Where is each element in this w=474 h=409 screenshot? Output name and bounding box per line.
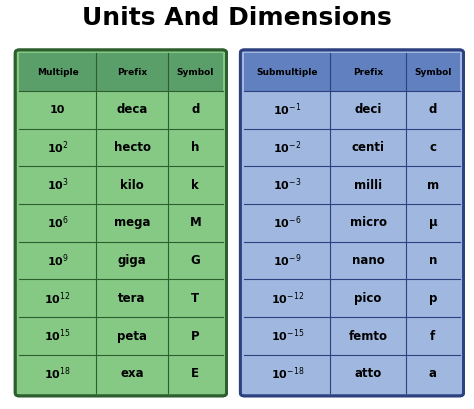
Text: f: f <box>430 330 436 343</box>
Text: kilo: kilo <box>120 179 144 192</box>
Text: 10$^{6}$: 10$^{6}$ <box>47 215 69 231</box>
Text: Units And Dimensions: Units And Dimensions <box>82 7 392 30</box>
Text: E: E <box>191 367 199 380</box>
FancyBboxPatch shape <box>240 50 464 396</box>
Text: 10$^{-2}$: 10$^{-2}$ <box>273 139 301 156</box>
Text: 10$^{-3}$: 10$^{-3}$ <box>273 177 301 193</box>
Text: Symbol: Symbol <box>177 67 214 76</box>
Text: c: c <box>429 141 437 154</box>
Text: mega: mega <box>114 216 150 229</box>
Text: M: M <box>190 216 201 229</box>
Text: 10$^{-15}$: 10$^{-15}$ <box>271 328 304 344</box>
Text: 10$^{18}$: 10$^{18}$ <box>44 366 71 382</box>
Text: m: m <box>427 179 439 192</box>
Text: 10$^{-12}$: 10$^{-12}$ <box>271 290 304 307</box>
Text: micro: micro <box>350 216 387 229</box>
Text: d: d <box>428 103 437 116</box>
Text: 10$^{9}$: 10$^{9}$ <box>47 252 69 269</box>
Text: G: G <box>191 254 200 267</box>
Text: Submultiple: Submultiple <box>256 67 318 76</box>
Text: nano: nano <box>352 254 384 267</box>
Text: 10$^{2}$: 10$^{2}$ <box>47 139 69 156</box>
Text: 10$^{15}$: 10$^{15}$ <box>44 328 71 344</box>
Text: a: a <box>429 367 437 380</box>
Text: Multiple: Multiple <box>37 67 79 76</box>
Text: 10$^{-6}$: 10$^{-6}$ <box>273 215 301 231</box>
Text: atto: atto <box>355 367 382 380</box>
Text: h: h <box>191 141 200 154</box>
Text: 10$^{3}$: 10$^{3}$ <box>47 177 69 193</box>
Text: femto: femto <box>348 330 388 343</box>
FancyBboxPatch shape <box>15 50 227 396</box>
Text: 10$^{-9}$: 10$^{-9}$ <box>273 252 301 269</box>
Bar <box>19 53 223 91</box>
Text: k: k <box>191 179 199 192</box>
Text: d: d <box>191 103 200 116</box>
Bar <box>244 53 460 91</box>
Text: deci: deci <box>355 103 382 116</box>
Text: centi: centi <box>352 141 384 154</box>
Text: giga: giga <box>118 254 146 267</box>
Text: Prefix: Prefix <box>353 67 383 76</box>
Text: peta: peta <box>117 330 147 343</box>
Text: 10$^{-18}$: 10$^{-18}$ <box>271 366 304 382</box>
Text: P: P <box>191 330 200 343</box>
Text: hecto: hecto <box>114 141 151 154</box>
Text: Symbol: Symbol <box>414 67 452 76</box>
Text: exa: exa <box>120 367 144 380</box>
Text: 10$^{12}$: 10$^{12}$ <box>45 290 71 307</box>
Text: 10: 10 <box>50 105 65 115</box>
Text: pico: pico <box>355 292 382 305</box>
Text: deca: deca <box>117 103 148 116</box>
Text: n: n <box>428 254 437 267</box>
Text: milli: milli <box>354 179 382 192</box>
Text: p: p <box>428 292 437 305</box>
Text: T: T <box>191 292 200 305</box>
Text: 10$^{-1}$: 10$^{-1}$ <box>273 101 301 118</box>
Text: Prefix: Prefix <box>117 67 147 76</box>
Text: tera: tera <box>118 292 146 305</box>
Text: μ: μ <box>428 216 437 229</box>
